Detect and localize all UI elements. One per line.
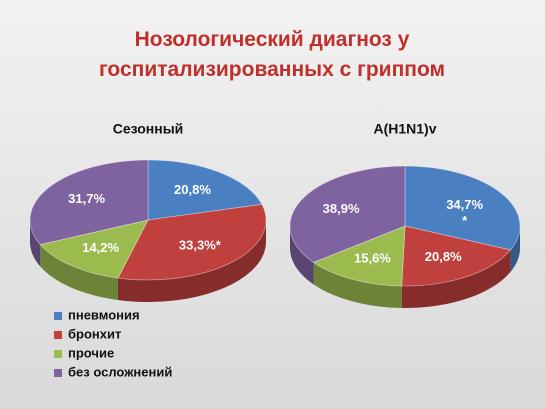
pie-side [290, 226, 314, 285]
legend-label: бронхит [68, 326, 121, 341]
pie-side [117, 220, 266, 302]
data-label: 34,7% [446, 197, 483, 212]
data-label-note: * [462, 213, 468, 228]
legend-label: прочие [68, 345, 114, 360]
pie-slice [147, 159, 263, 221]
pie-side [313, 262, 402, 308]
pie-side [401, 249, 511, 308]
pie-slice [312, 225, 406, 287]
legend-swatch [54, 350, 62, 358]
pie-slice [289, 165, 406, 263]
pie-side [40, 244, 118, 301]
data-label: 14,2% [82, 240, 119, 255]
legend-label: без осложнений [68, 364, 172, 379]
data-label: 33,3%* [179, 238, 222, 253]
slide-title: Нозологический диагноз у госпитализирован… [99, 28, 445, 81]
data-label: 20,8% [174, 182, 211, 197]
data-label: 31,7% [68, 191, 105, 206]
legend-swatch [54, 331, 62, 339]
pie-slice [404, 165, 521, 251]
pie-slice [39, 219, 149, 279]
chart-title: A(H1N1)v [373, 121, 436, 137]
legend-label: пневмония [68, 307, 140, 322]
pie-slice [29, 159, 149, 245]
legend-swatch [54, 312, 62, 320]
pie-side [510, 226, 520, 272]
data-label: 38,9% [323, 201, 360, 216]
pie-side [30, 220, 41, 267]
pie-slice [401, 225, 512, 287]
pie-slice [117, 203, 267, 281]
data-label: 15,6% [354, 251, 391, 266]
data-label: 20,8% [425, 249, 462, 264]
chart-title: Сезонный [113, 121, 184, 137]
legend-swatch [54, 369, 62, 377]
